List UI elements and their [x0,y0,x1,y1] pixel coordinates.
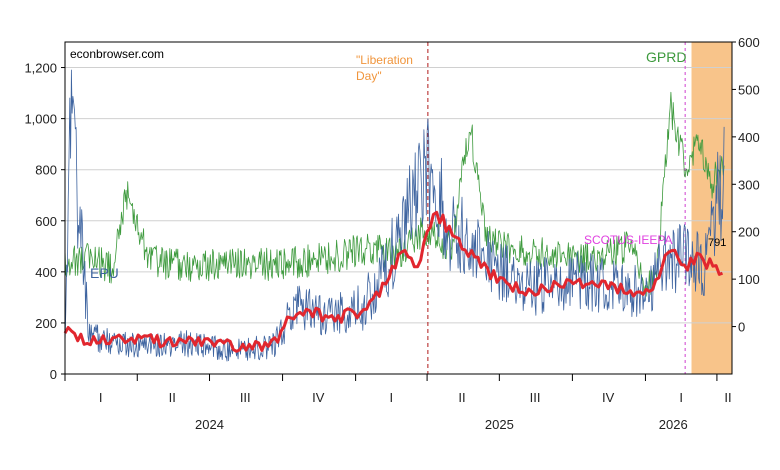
x-year-label-2: 2026 [659,417,688,432]
last-value-label: 791 [708,237,726,249]
right-tick-label-1: 100 [738,272,760,287]
left-tick-label-0: 0 [50,367,57,382]
left-tick-label-2: 400 [35,265,57,280]
series-line-epu-smoothed [63,210,724,353]
plot-frame [64,41,733,375]
x-quarter-label-4: I [390,390,394,405]
x-quarter-label-2: III [240,390,251,405]
x-year-label-1: 2025 [485,417,514,432]
left-tick-label-1: 200 [35,316,57,331]
x-quarter-label-9: II [724,390,731,405]
liberation-day-label-line2: Day" [356,69,382,83]
right-tick-label-5: 500 [738,82,760,97]
left-tick-label-4: 800 [35,163,57,178]
epu-label: EPU [90,265,119,281]
gprd-label: GPRD [646,49,686,65]
x-quarter-label-5: II [458,390,465,405]
x-quarter-label-7: IV [602,390,615,405]
right-tick-label-3: 300 [738,177,760,192]
liberation-day-label-line1: "Liberation [356,53,413,67]
right-tick-label-6: 600 [738,35,760,50]
x-year-label-0: 2024 [195,417,224,432]
x-quarter-label-3: IV [312,390,325,405]
x-quarter-label-1: II [169,390,176,405]
left-tick-label-5: 1,000 [24,112,57,127]
x-quarter-label-6: III [530,390,541,405]
series-layer [63,69,725,362]
scotus-ieepa-label: SCOTUS-IEEPA [584,233,672,247]
axes: 0 200 400 600 800 1,000 1,200 0 100 200 300 400 500 6… [24,35,759,432]
x-quarter-label-8: I [679,390,683,405]
plot-background [64,41,733,375]
right-tick-label-2: 200 [738,225,760,240]
series-line-epu [64,69,725,362]
watermark: econbrowser.com [70,47,164,61]
x-quarter-label-0: I [99,390,103,405]
left-tick-label-3: 600 [35,214,57,229]
right-tick-label-4: 400 [738,130,760,145]
right-tick-label-0: 0 [738,320,745,335]
left-tick-label-6: 1,200 [24,61,57,76]
